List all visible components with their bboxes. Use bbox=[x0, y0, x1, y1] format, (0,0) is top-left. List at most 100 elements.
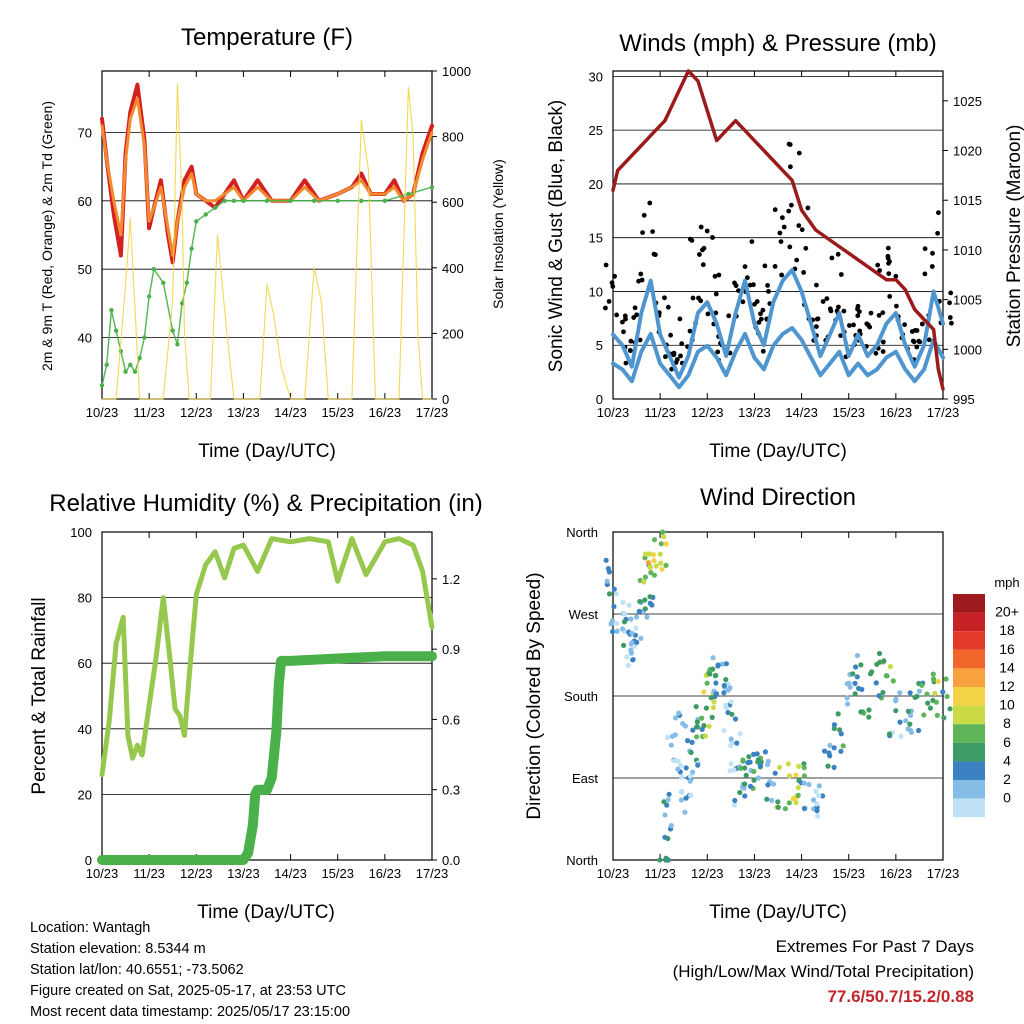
td-point-0 bbox=[99, 383, 105, 388]
y-right-tick-label-0-0: 0 bbox=[442, 392, 449, 407]
x-tick-label-2-4: 14/23 bbox=[274, 866, 307, 881]
direction-point-9-3 bbox=[650, 552, 657, 558]
td-point-15 bbox=[179, 301, 185, 306]
direction-point-8-5 bbox=[653, 563, 659, 569]
direction-point-41-3 bbox=[850, 671, 856, 677]
gust-point-34-4 bbox=[929, 264, 935, 269]
gust-point-21-3 bbox=[801, 270, 806, 275]
td-point-23 bbox=[241, 198, 246, 204]
direction-point-44-6 bbox=[887, 664, 894, 670]
direction-point-11-5 bbox=[664, 857, 671, 863]
gust-point-15-4 bbox=[752, 301, 757, 307]
y-tick-label-2-5: 100 bbox=[70, 525, 92, 540]
gust-point-29-4 bbox=[875, 262, 881, 268]
gust-point-22-0 bbox=[814, 324, 819, 329]
colorbar-swatch-6 bbox=[953, 705, 985, 725]
direction-point-35-6 bbox=[801, 765, 807, 771]
direction-point-13-2 bbox=[664, 734, 671, 741]
direction-point-7-6 bbox=[648, 570, 654, 576]
direction-point-47-4 bbox=[907, 721, 913, 727]
gust-point-13-5 bbox=[740, 299, 746, 305]
gust-point-0-1 bbox=[603, 262, 609, 268]
direction-point-42-6 bbox=[866, 714, 872, 720]
direction-point-6-3 bbox=[642, 606, 648, 612]
direction-point-21-6 bbox=[710, 666, 716, 672]
direction-point-48-4 bbox=[921, 712, 927, 718]
direction-point-43-6 bbox=[873, 680, 879, 686]
direction-point-46-3 bbox=[907, 712, 914, 719]
gust-point-1-4 bbox=[614, 312, 619, 318]
direction-point-28-2 bbox=[742, 781, 748, 787]
gust-point-26-3 bbox=[857, 309, 862, 314]
direction-point-40-4 bbox=[853, 664, 859, 670]
y-right-tick-label-2-1: 0.3 bbox=[442, 783, 460, 798]
x-tick-label-2-0: 10/23 bbox=[86, 866, 119, 881]
colorbar-label-3: 14 bbox=[999, 659, 1015, 675]
y-right-tick-label-0-1: 200 bbox=[442, 326, 464, 341]
td-point-10 bbox=[146, 294, 152, 299]
direction-point-43-2 bbox=[880, 689, 886, 696]
temperature-xlabel: Time (Day/UTC) bbox=[198, 441, 336, 462]
direction-point-31-3 bbox=[754, 751, 760, 757]
gust-point-7-0 bbox=[671, 352, 677, 358]
direction-point-5-0 bbox=[629, 630, 635, 636]
direction-point-31-0 bbox=[755, 757, 762, 763]
plot-frame-1 bbox=[612, 70, 944, 400]
direction-point-24-0 bbox=[725, 709, 731, 716]
temperature-ylabel-left: 2m & 9m T (Red, Orange) & 2m Td (Green) bbox=[39, 101, 55, 371]
direction-point-9-2 bbox=[645, 560, 652, 566]
direction-point-5-2 bbox=[629, 640, 635, 646]
gust-point-19-2 bbox=[789, 202, 794, 208]
direction-point-17-4 bbox=[695, 762, 701, 768]
gust-point-3-4 bbox=[634, 312, 639, 318]
direction-point-9-0 bbox=[647, 565, 653, 571]
series-line-humidity bbox=[99, 536, 435, 778]
gust-point-17-5 bbox=[772, 264, 778, 269]
y-right-tick-label-1-6: 1025 bbox=[953, 94, 982, 109]
direction-point-12-2 bbox=[661, 799, 667, 805]
direction-point-23-2 bbox=[713, 680, 719, 686]
td-point-22 bbox=[231, 198, 237, 204]
y-tick-label-0-0: 40 bbox=[78, 331, 92, 346]
direction-point-32-5 bbox=[772, 770, 778, 776]
extremes-values: 77.6/50.7/15.2/0.88 bbox=[827, 987, 974, 1006]
y-tick-label-1-4: 20 bbox=[589, 177, 603, 192]
direction-point-45-5 bbox=[893, 708, 899, 714]
x-tick-label-1-7: 17/23 bbox=[927, 405, 960, 420]
direction-point-40-6 bbox=[847, 684, 853, 690]
direction-title: Wind Direction bbox=[700, 484, 856, 511]
direction-point-37-0 bbox=[810, 797, 817, 803]
x-tick-label-2-2: 12/23 bbox=[180, 866, 213, 881]
gust-point-34-1 bbox=[922, 246, 928, 252]
direction-point-14-5 bbox=[682, 723, 689, 729]
colorbar-swatch-1 bbox=[953, 612, 985, 632]
gust-point-24-3 bbox=[841, 308, 847, 314]
direction-point-35-0 bbox=[795, 785, 801, 791]
direction-point-16-4 bbox=[687, 773, 694, 779]
gust-point-1-3 bbox=[621, 329, 626, 335]
gust-point-35-3 bbox=[947, 315, 953, 320]
y-tick-label-2-0: 0 bbox=[85, 853, 92, 868]
direction-point-6-6 bbox=[637, 598, 643, 605]
direction-point-38-0 bbox=[821, 748, 828, 754]
direction-point-23-5 bbox=[713, 691, 720, 697]
direction-point-1-5 bbox=[611, 603, 617, 610]
y-right-tick-label-2-0: 0.0 bbox=[442, 853, 460, 868]
direction-point-26-5 bbox=[737, 731, 743, 737]
direction-point-36-5 bbox=[801, 780, 807, 786]
x-tick-label-2-5: 15/23 bbox=[321, 866, 354, 881]
td-point-16 bbox=[184, 280, 190, 286]
direction-point-38-5 bbox=[825, 763, 831, 769]
direction-point-38-2 bbox=[831, 764, 837, 771]
y-tick-label-0-3: 70 bbox=[78, 126, 92, 141]
direction-point-20-2 bbox=[701, 689, 707, 695]
direction-point-26-0 bbox=[727, 768, 733, 774]
direction-point-20-5 bbox=[710, 704, 717, 711]
gust-point-16-5 bbox=[758, 311, 763, 317]
direction-point-25-4 bbox=[723, 705, 730, 711]
gust-point-11-0 bbox=[716, 272, 722, 278]
direction-point-13-5 bbox=[668, 742, 674, 748]
direction-point-32-3 bbox=[770, 781, 777, 787]
direction-point-26-4 bbox=[734, 740, 740, 746]
gust-point-17-3 bbox=[766, 289, 771, 294]
